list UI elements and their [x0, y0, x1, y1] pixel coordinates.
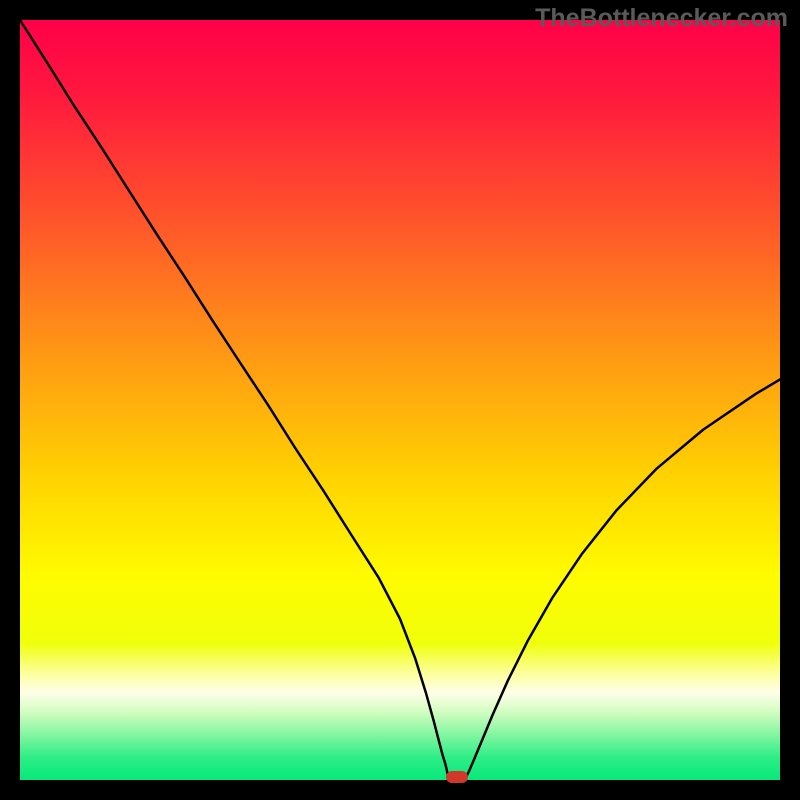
watermark-text: TheBottlenecker.com: [535, 4, 788, 32]
plot-background: [20, 20, 780, 780]
bottleneck-chart: [0, 0, 800, 800]
optimal-marker: [446, 771, 468, 783]
watermark: TheBottlenecker.com: [535, 4, 788, 33]
